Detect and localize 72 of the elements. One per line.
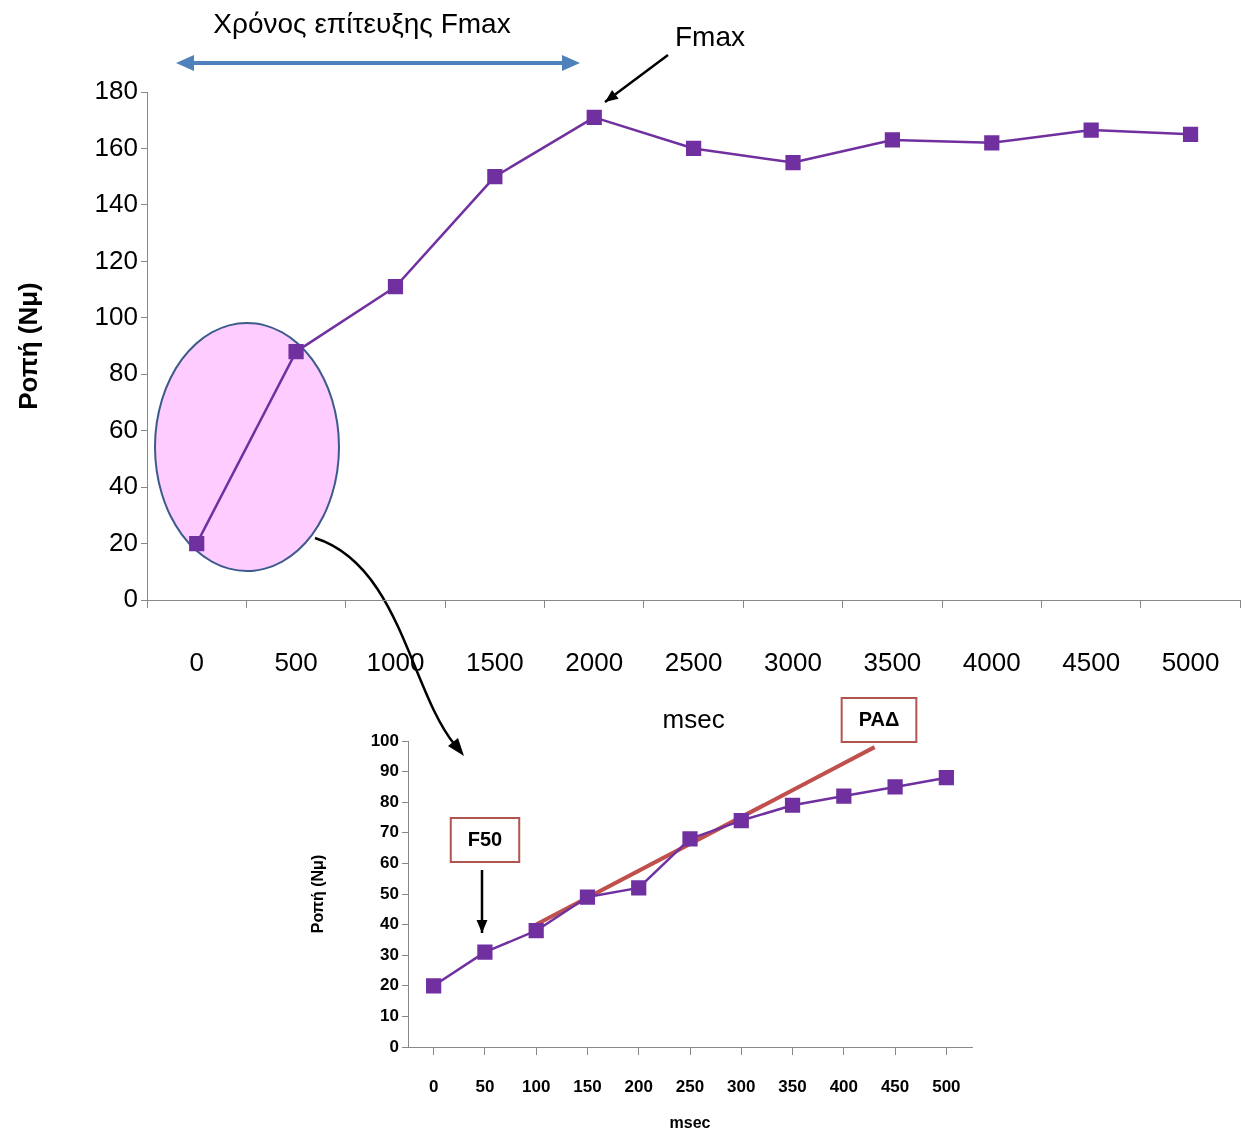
point [984,135,1000,151]
y-axis-title: Ροπή (Nμ) [12,282,43,410]
point [426,978,442,994]
y-tick-label: 40 [380,914,399,934]
x-tick-label: 50 [475,1076,495,1096]
x-tick-label: 350 [778,1076,807,1096]
x-tick-label: 400 [829,1076,859,1096]
x-tick-label: 250 [675,1076,705,1096]
point [733,812,749,829]
x-axis-title: msec [669,1113,711,1131]
y-tick-label: 80 [380,791,399,811]
y-tick-label: 120 [94,244,138,275]
y-tick-label: 60 [109,413,138,444]
y-tick-label: 20 [380,975,399,995]
x-tick-label: 0 [189,646,204,677]
point [487,169,503,185]
x-tick-label: 3000 [764,646,822,677]
x-tick-label: 500 [274,646,318,677]
x-tick-label: 4000 [962,646,1021,677]
x-tick-label: 3500 [863,646,922,677]
y-tick-label: 160 [94,131,138,162]
y-tick-label: 70 [380,822,399,842]
x-tick-label: 2500 [664,646,723,677]
y-tick-label: 140 [94,188,138,219]
x-tick-label: 500 [932,1076,961,1096]
x-tick-label: 200 [624,1076,653,1096]
y-axis-title: Ροπή (Nμ) [309,854,327,934]
y-tick-label: 10 [380,1006,399,1026]
point [784,797,801,813]
x-tick-label: 4500 [1062,646,1121,677]
point [288,344,304,360]
text: Fmax [675,20,745,52]
point [682,831,698,847]
x-tick-label: 2000 [565,646,624,677]
point [1182,126,1199,142]
point [579,889,596,905]
y-tick-label: 0 [389,1036,399,1056]
y-tick-label: 40 [109,470,138,501]
y-tick-label: 100 [94,300,138,331]
y-tick-label: 180 [94,75,138,106]
point [1083,122,1099,138]
point [884,132,901,148]
text: Χρόνος επίτευξης Fmax [213,7,511,39]
point [631,880,647,896]
y-tick-label: 50 [380,883,399,903]
x-tick-label: 0 [428,1076,439,1096]
y-tick-label: 60 [380,853,399,873]
y-tick-label: 90 [380,761,399,781]
x-tick-label: 450 [880,1076,910,1096]
point [785,154,801,171]
point [586,109,602,126]
point [887,779,903,795]
point [477,944,493,960]
point [387,279,404,295]
y-tick-label: 0 [123,583,138,614]
point [189,535,205,552]
point [938,770,954,786]
text: ΡΑΔ [858,707,900,730]
point [528,923,544,939]
y-tick-label: 100 [370,730,399,750]
y-tick-label: 20 [109,526,138,557]
x-tick-label: 100 [521,1076,551,1096]
x-tick-label: 300 [727,1076,756,1096]
x-tick-label: 150 [573,1076,602,1096]
point [686,140,702,157]
y-tick-label: 30 [380,944,399,964]
x-tick-label: 5000 [1161,646,1220,677]
x-tick-label: 1500 [465,646,524,677]
annotation: F50 [467,827,503,850]
x-axis-title: msec [662,703,725,734]
y-tick-label: 80 [109,357,138,388]
point [836,788,852,804]
